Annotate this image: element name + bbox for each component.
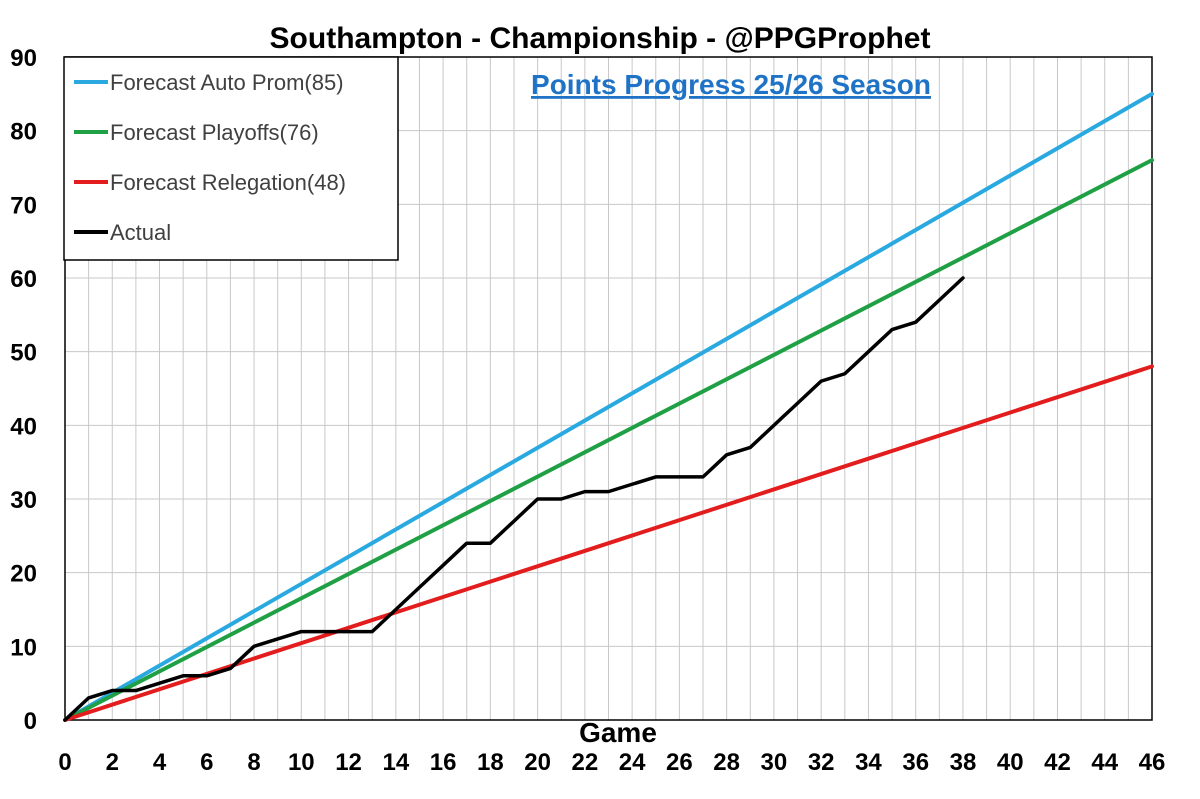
legend-label: Forecast Relegation(48) — [110, 170, 346, 195]
x-tick-label: 32 — [808, 749, 835, 776]
legend-label: Forecast Auto Prom(85) — [110, 70, 344, 95]
x-tick-label: 42 — [1044, 749, 1071, 776]
y-tick-label: 80 — [10, 119, 37, 146]
x-tick-label: 24 — [619, 749, 646, 776]
legend-label: Actual — [110, 220, 171, 245]
x-tick-label: 26 — [666, 749, 693, 776]
x-tick-label: 46 — [1139, 749, 1166, 776]
chart-subtitle: Points Progress 25/26 Season — [531, 69, 931, 100]
chart-title: Southampton - Championship - @PPGProphet — [270, 22, 931, 55]
series-line-actual — [63, 276, 965, 722]
x-axis-ticks: 0 2 4 6 8 10 12 14 16 18 20 22 24 26 28 30 32 34 36 38 40 42 4… — [58, 749, 1165, 776]
y-tick-label: 10 — [10, 634, 37, 661]
x-tick-label: 44 — [1091, 749, 1118, 776]
x-tick-label: 38 — [950, 749, 977, 776]
x-tick-label: 4 — [153, 749, 167, 776]
series-line-forecast-auto-prom — [63, 91, 1154, 722]
x-tick-label: 36 — [902, 749, 929, 776]
y-axis-ticks: 0 10 20 30 40 50 60 70 80 90 — [10, 45, 37, 735]
legend-label: Forecast Playoffs(76) — [110, 120, 319, 145]
x-axis-label: Game — [579, 717, 657, 748]
x-tick-label: 6 — [200, 749, 213, 776]
plot-area-border — [64, 56, 1153, 721]
series-line-forecast-playoffs — [63, 158, 1154, 722]
x-tick-label: 30 — [761, 749, 788, 776]
y-tick-label: 50 — [10, 340, 37, 367]
x-tick-label: 28 — [713, 749, 740, 776]
x-tick-label: 22 — [572, 749, 599, 776]
x-tick-label: 2 — [106, 749, 119, 776]
x-tick-label: 10 — [288, 749, 315, 776]
series-line-forecast-relegation — [63, 364, 1154, 722]
y-tick-label: 40 — [10, 413, 37, 440]
y-tick-label: 90 — [10, 45, 37, 72]
x-tick-label: 0 — [58, 749, 71, 776]
series-lines — [63, 91, 1154, 722]
legend: Forecast Auto Prom(85) Forecast Playoffs(… — [63, 56, 399, 261]
x-tick-label: 16 — [430, 749, 457, 776]
y-tick-label: 20 — [10, 561, 37, 588]
x-tick-label: 20 — [524, 749, 551, 776]
y-tick-label: 60 — [10, 266, 37, 293]
x-tick-label: 18 — [477, 749, 504, 776]
y-tick-label: 70 — [10, 192, 37, 219]
y-tick-label: 30 — [10, 487, 37, 514]
legend-box — [63, 56, 399, 261]
x-tick-label: 40 — [997, 749, 1024, 776]
x-tick-label: 12 — [335, 749, 362, 776]
x-tick-label: 34 — [855, 749, 882, 776]
x-tick-label: 14 — [382, 749, 409, 776]
y-tick-label: 0 — [24, 708, 37, 735]
x-tick-label: 8 — [247, 749, 260, 776]
